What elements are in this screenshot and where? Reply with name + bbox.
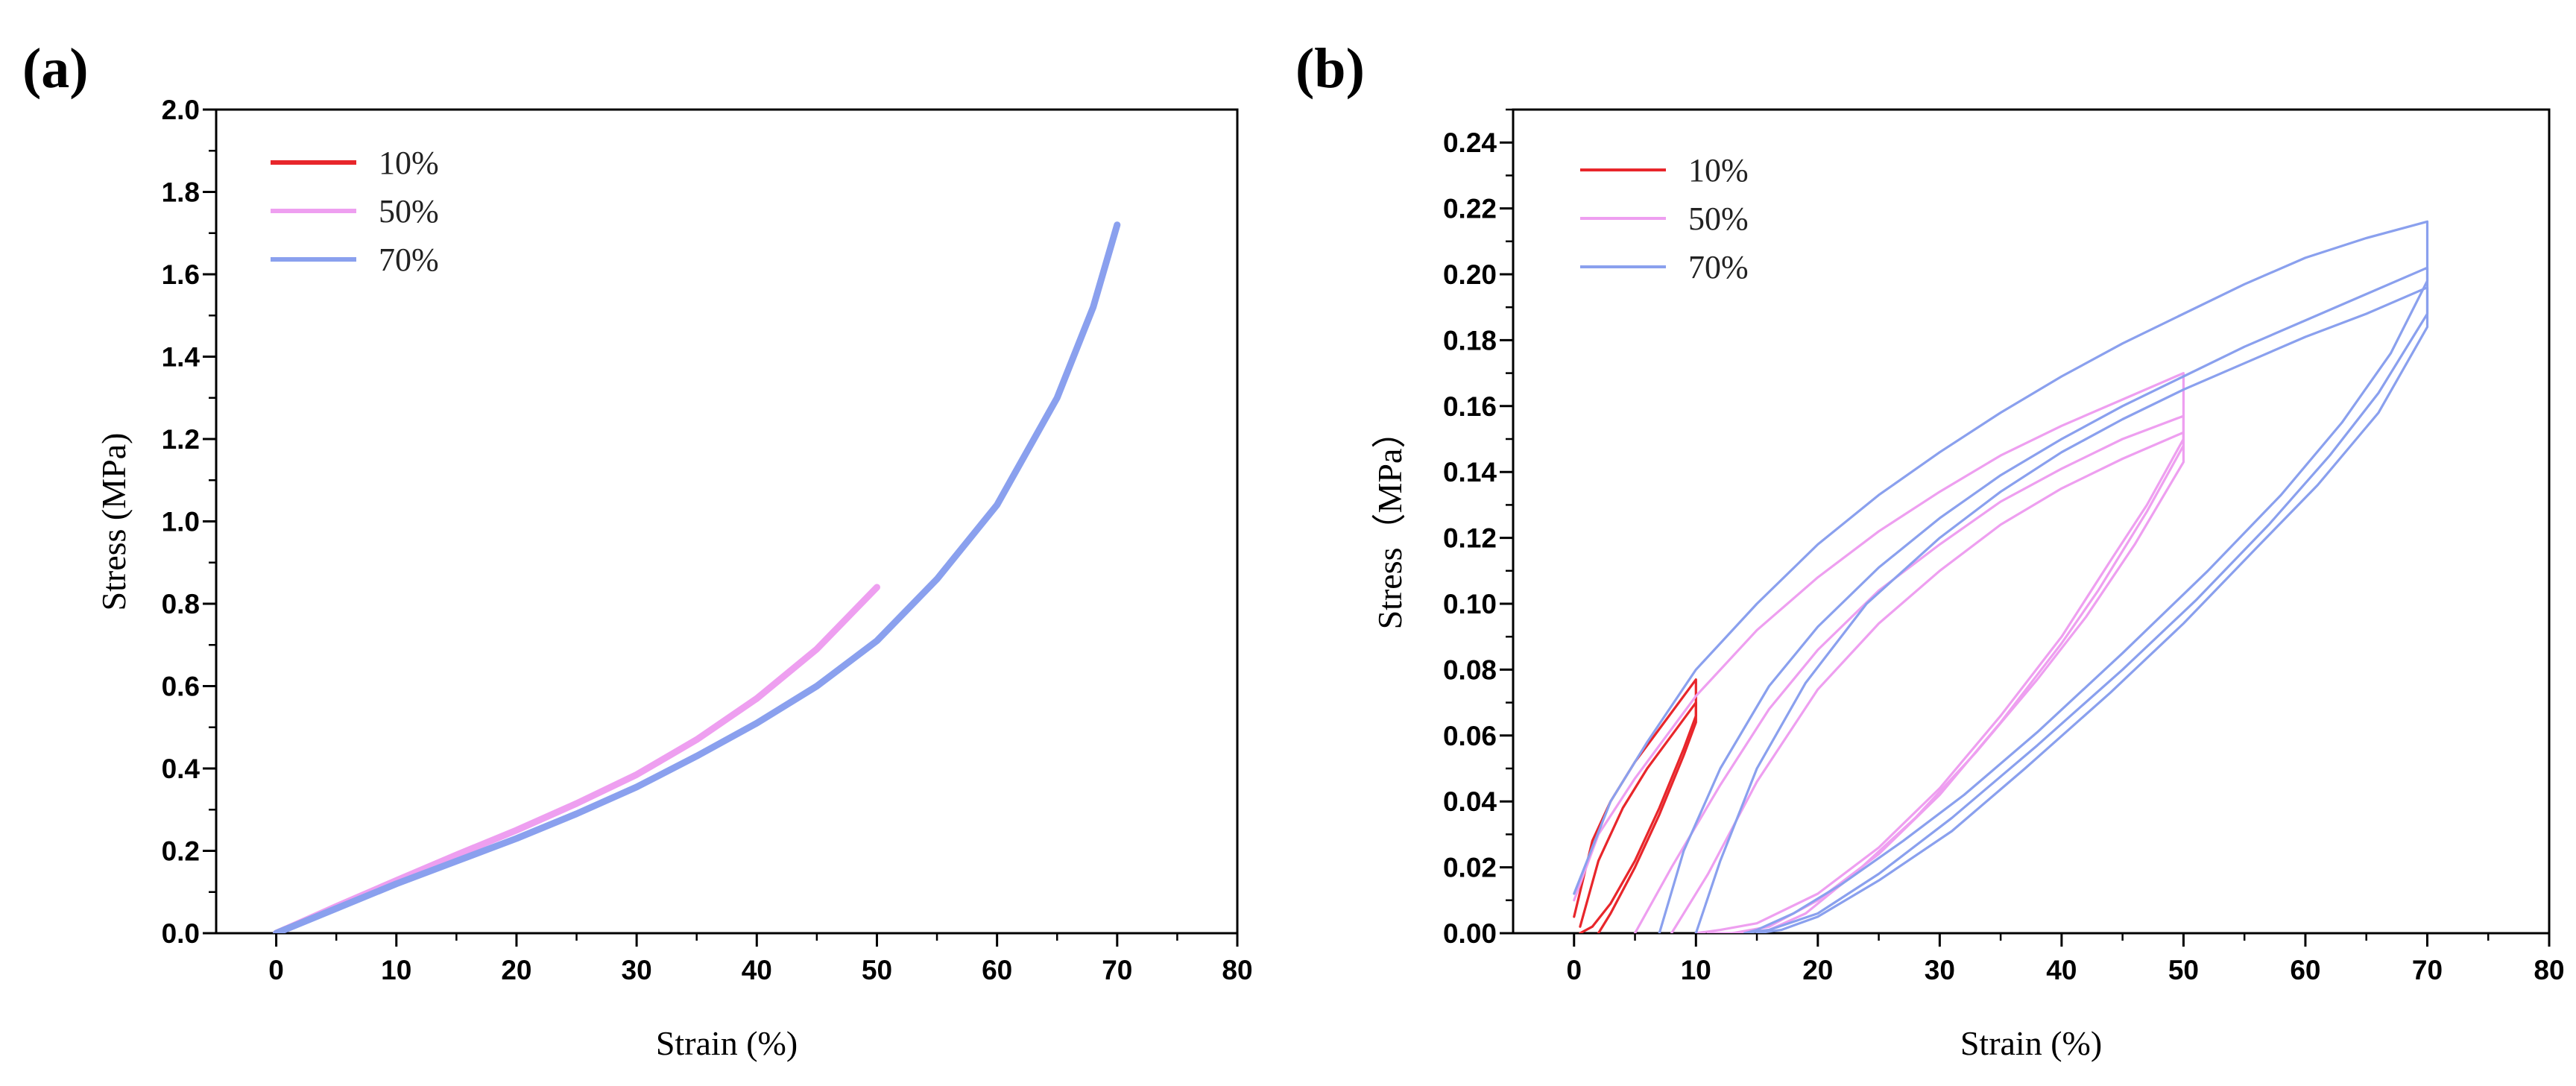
x-tick-label: 30 [622,955,652,985]
legend-label: 50% [1688,201,1749,237]
x-tick-label: 40 [742,955,772,985]
series-line [1573,372,2185,933]
chart-panel-a: (a) 0 10 20 30 40 50 60 70 80 0.0 0.2 0.4 0.6 0.8 1.0 1.… [22,37,1253,1062]
series-line [1633,414,2185,933]
x-tick-label: 30 [1925,955,1955,985]
x-tick-label: 10 [1681,955,1711,985]
y-tick-label: 0.16 [1443,391,1497,422]
y-tick-label: 0.8 [162,589,200,619]
x-axis-title: Strain (%) [1960,1024,2102,1062]
y-tick-label: 1.4 [162,342,201,373]
x-tick-label: 50 [862,955,892,985]
x-tick-label: 80 [2534,955,2564,985]
x-tick-label: 40 [2046,955,2077,985]
y-tick-label: 0.0 [162,918,200,949]
y-tick-label: 0.08 [1443,654,1497,685]
x-tick-label: 80 [1222,955,1252,985]
x-tick-label: 20 [501,955,531,985]
chart-panel-b: (b) 0 10 20 30 40 50 60 70 80 0.00 0.02 0.04 0.06 0.08… [1295,37,2565,1062]
plot-frame [1512,108,2551,935]
y-tick-label: 1.8 [162,177,200,208]
x-tick-label: 50 [2168,955,2199,985]
y-tick-label: 0.2 [162,836,200,867]
legend-label: 70% [379,241,439,278]
y-tick-label: 0.04 [1443,786,1497,817]
plot-frame [215,108,1239,935]
y-tick-label: 1.2 [162,424,200,455]
x-tick-label: 20 [1802,955,1833,985]
y-tick-label: 0.22 [1443,194,1497,224]
y-tick-label: 0.6 [162,672,200,702]
series-line [1579,701,1697,933]
y-tick-label: 0.10 [1443,589,1497,619]
y-tick-label: 0.02 [1443,853,1497,883]
series-70pct [273,221,1121,933]
panel-label: (a) [22,37,89,100]
series-70pct [1573,220,2429,933]
y-tick-label: 0.06 [1443,721,1497,751]
series-line [1573,678,1697,933]
x-tick-label: 70 [1102,955,1132,985]
y-tick-label: 0.14 [1443,457,1497,487]
series-50pct [1573,372,2185,933]
series-line [273,584,880,933]
x-tick-label: 60 [982,955,1012,985]
y-tick-label: 2.0 [162,95,200,125]
legend-label: 10% [379,145,439,181]
series-line [1573,220,2429,933]
y-tick-label: 0.20 [1443,259,1497,290]
series-line [1670,431,2185,933]
x-tick-label: 10 [381,955,411,985]
x-tick-label: 0 [268,955,284,985]
panel-label: (b) [1295,37,1365,100]
x-axis-title: Strain (%) [656,1024,798,1062]
y-axis-title: Stress（MPa） [1371,414,1409,630]
series-10pct [1573,678,1697,933]
series-50pct [273,584,880,933]
y-tick-label: 0.4 [162,754,201,784]
y-tick-label: 0.12 [1443,523,1497,554]
legend-label: 10% [1688,152,1749,189]
y-tick-label: 0.18 [1443,325,1497,356]
series-line [1694,286,2429,933]
y-tick-label: 0.24 [1443,127,1497,158]
series-line [273,221,1121,933]
x-tick-label: 70 [2412,955,2443,985]
y-tick-label: 0.00 [1443,918,1497,949]
legend-label: 50% [379,193,439,230]
y-axis-title: Stress (MPa) [95,433,133,611]
y-tick-label: 1.6 [162,259,200,290]
series-line [1658,266,2429,933]
legend-label: 70% [1688,249,1749,285]
y-tick-label: 1.0 [162,507,200,537]
x-tick-label: 60 [2290,955,2320,985]
x-tick-label: 0 [1566,955,1582,985]
